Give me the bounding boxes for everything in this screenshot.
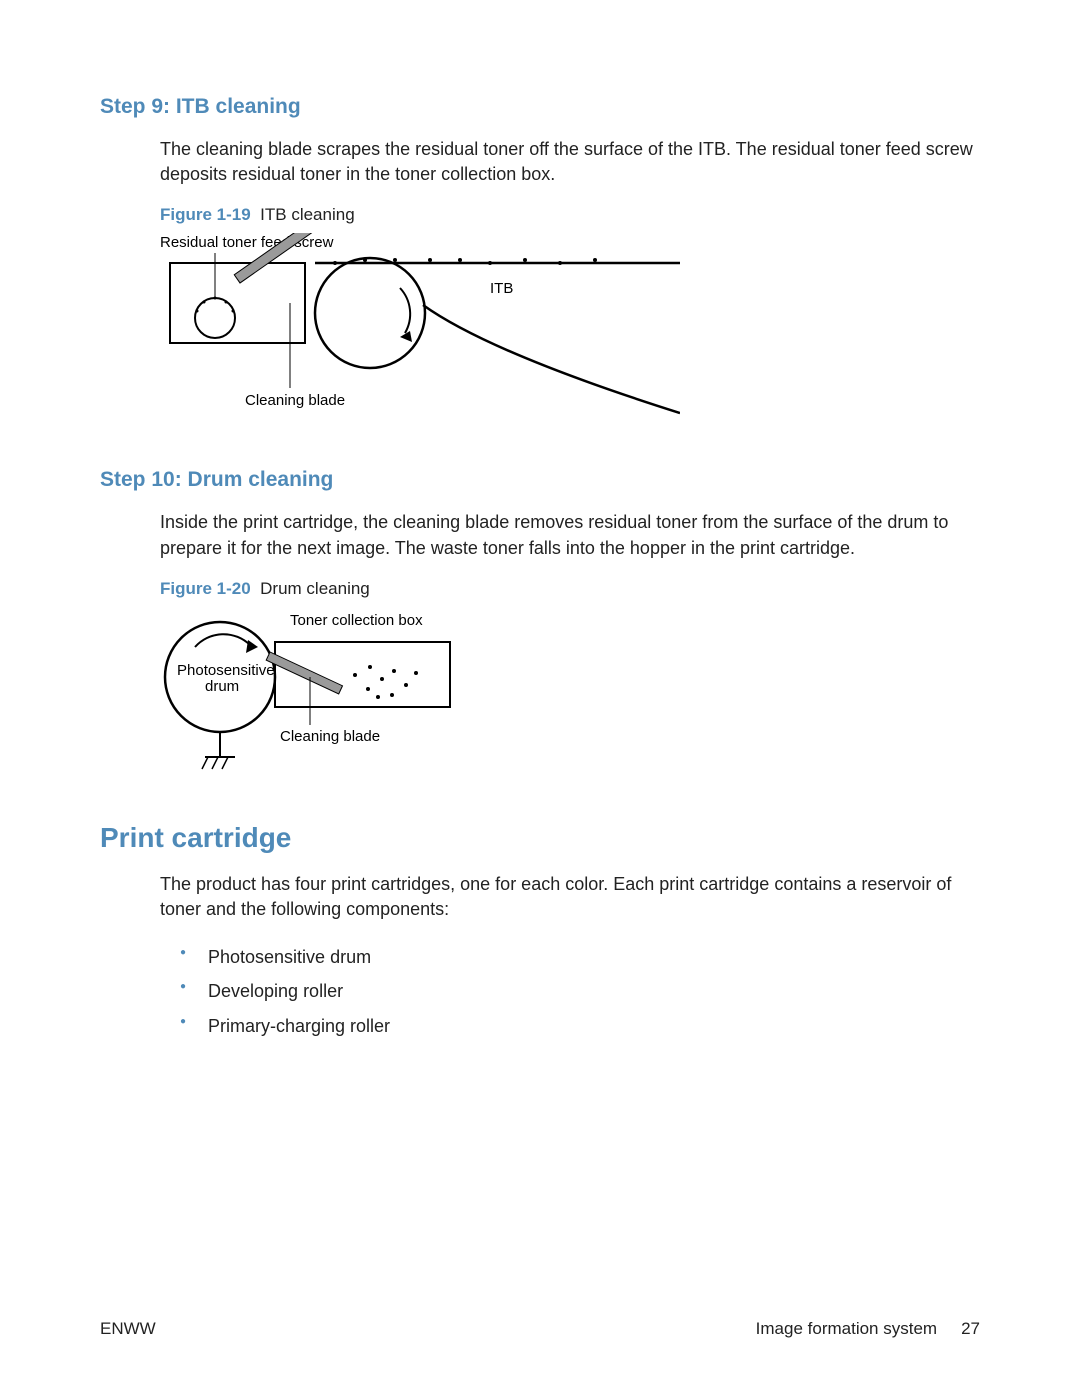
fig-title: ITB cleaning [260, 205, 355, 224]
figure-1-20-diagram: Photosensitive drum Toner collection box… [160, 607, 980, 792]
footer-section: Image formation system [756, 1319, 937, 1339]
list-item: Primary-charging roller [180, 1009, 980, 1043]
list-item: Developing roller [180, 974, 980, 1008]
label-cleaning-blade-2: Cleaning blade [280, 728, 380, 745]
label-collection-box: Toner collection box [290, 612, 423, 629]
label-itb: ITB [490, 280, 513, 297]
fig-label: Figure 1-19 [160, 205, 251, 224]
list-item: Photosensitive drum [180, 940, 980, 974]
print-cartridge-heading: Print cartridge [100, 822, 980, 854]
footer-left: ENWW [100, 1319, 156, 1339]
page-footer: ENWW Image formation system 27 [100, 1319, 980, 1339]
label-cleaning-blade-1: Cleaning blade [245, 392, 345, 409]
step9-body: The cleaning blade scrapes the residual … [160, 137, 980, 187]
step10-body: Inside the print cartridge, the cleaning… [160, 510, 980, 560]
label-drum-2: drum [205, 678, 239, 695]
footer-page-number: 27 [961, 1319, 980, 1339]
fig-label-2: Figure 1-20 [160, 579, 251, 598]
figure-1-19-caption: Figure 1-19 ITB cleaning [160, 205, 980, 225]
label-residual-toner: Residual toner feed screw [160, 234, 334, 251]
figure-1-20-caption: Figure 1-20 Drum cleaning [160, 579, 980, 599]
print-cartridge-body: The product has four print cartridges, o… [160, 872, 980, 922]
components-list: Photosensitive drum Developing roller Pr… [180, 940, 980, 1043]
label-drum-1: Photosensitive [177, 662, 275, 679]
figure-1-19-diagram: Residual toner feed screw ITB Cleaning b… [160, 233, 980, 438]
step9-heading: Step 9: ITB cleaning [100, 95, 980, 119]
step10-heading: Step 10: Drum cleaning [100, 468, 980, 492]
fig-title-2: Drum cleaning [260, 579, 370, 598]
